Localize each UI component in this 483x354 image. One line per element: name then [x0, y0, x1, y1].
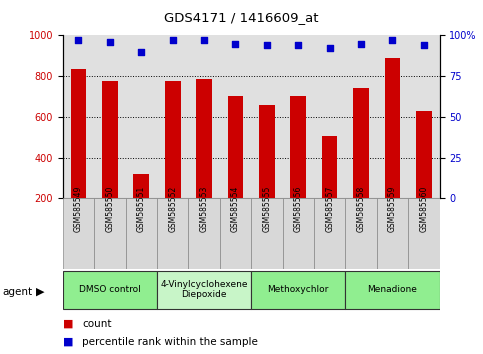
- Bar: [71, 69, 86, 198]
- Bar: [251, 271, 345, 309]
- Bar: [188, 198, 220, 269]
- Text: GSM585549: GSM585549: [74, 186, 83, 232]
- Bar: [157, 271, 251, 309]
- Bar: [416, 111, 432, 198]
- Point: [74, 38, 82, 43]
- Bar: [283, 198, 314, 269]
- Text: GSM585554: GSM585554: [231, 186, 240, 232]
- Point: [326, 46, 333, 51]
- Text: ■: ■: [63, 319, 73, 329]
- Point: [420, 42, 428, 48]
- Text: Methoxychlor: Methoxychlor: [268, 285, 329, 294]
- Point: [200, 38, 208, 43]
- Bar: [408, 198, 440, 269]
- Text: GSM585550: GSM585550: [105, 186, 114, 232]
- Point: [138, 49, 145, 55]
- Text: GSM585558: GSM585558: [356, 186, 366, 232]
- Point: [295, 42, 302, 48]
- Bar: [126, 198, 157, 269]
- Bar: [290, 96, 306, 198]
- Point: [389, 38, 397, 43]
- Bar: [345, 198, 377, 269]
- Bar: [63, 271, 157, 309]
- Text: GSM585555: GSM585555: [262, 186, 271, 232]
- Bar: [102, 81, 118, 198]
- Text: GSM585556: GSM585556: [294, 186, 303, 232]
- Text: ■: ■: [63, 337, 73, 347]
- Bar: [345, 271, 440, 309]
- Point: [263, 42, 271, 48]
- Bar: [94, 198, 126, 269]
- Point: [232, 41, 240, 46]
- Text: Menadione: Menadione: [368, 285, 417, 294]
- Text: agent: agent: [2, 287, 32, 297]
- Bar: [227, 96, 243, 198]
- Bar: [377, 198, 408, 269]
- Bar: [63, 198, 94, 269]
- Text: ▶: ▶: [36, 287, 45, 297]
- Text: GDS4171 / 1416609_at: GDS4171 / 1416609_at: [164, 11, 319, 24]
- Text: GSM585552: GSM585552: [168, 186, 177, 232]
- Bar: [384, 58, 400, 198]
- Bar: [196, 79, 212, 198]
- Bar: [314, 198, 345, 269]
- Point: [106, 39, 114, 45]
- Text: GSM585551: GSM585551: [137, 186, 146, 232]
- Bar: [133, 174, 149, 198]
- Text: percentile rank within the sample: percentile rank within the sample: [82, 337, 258, 347]
- Text: GSM585553: GSM585553: [199, 186, 209, 232]
- Point: [169, 38, 177, 43]
- Text: DMSO control: DMSO control: [79, 285, 141, 294]
- Bar: [220, 198, 251, 269]
- Point: [357, 41, 365, 46]
- Bar: [259, 105, 275, 198]
- Text: GSM585557: GSM585557: [325, 186, 334, 232]
- Text: 4-Vinylcyclohexene
Diepoxide: 4-Vinylcyclohexene Diepoxide: [160, 280, 248, 299]
- Text: GSM585560: GSM585560: [419, 186, 428, 232]
- Bar: [251, 198, 283, 269]
- Bar: [157, 198, 188, 269]
- Text: GSM585559: GSM585559: [388, 186, 397, 232]
- Bar: [165, 81, 181, 198]
- Bar: [353, 88, 369, 198]
- Bar: [322, 136, 338, 198]
- Text: count: count: [82, 319, 112, 329]
